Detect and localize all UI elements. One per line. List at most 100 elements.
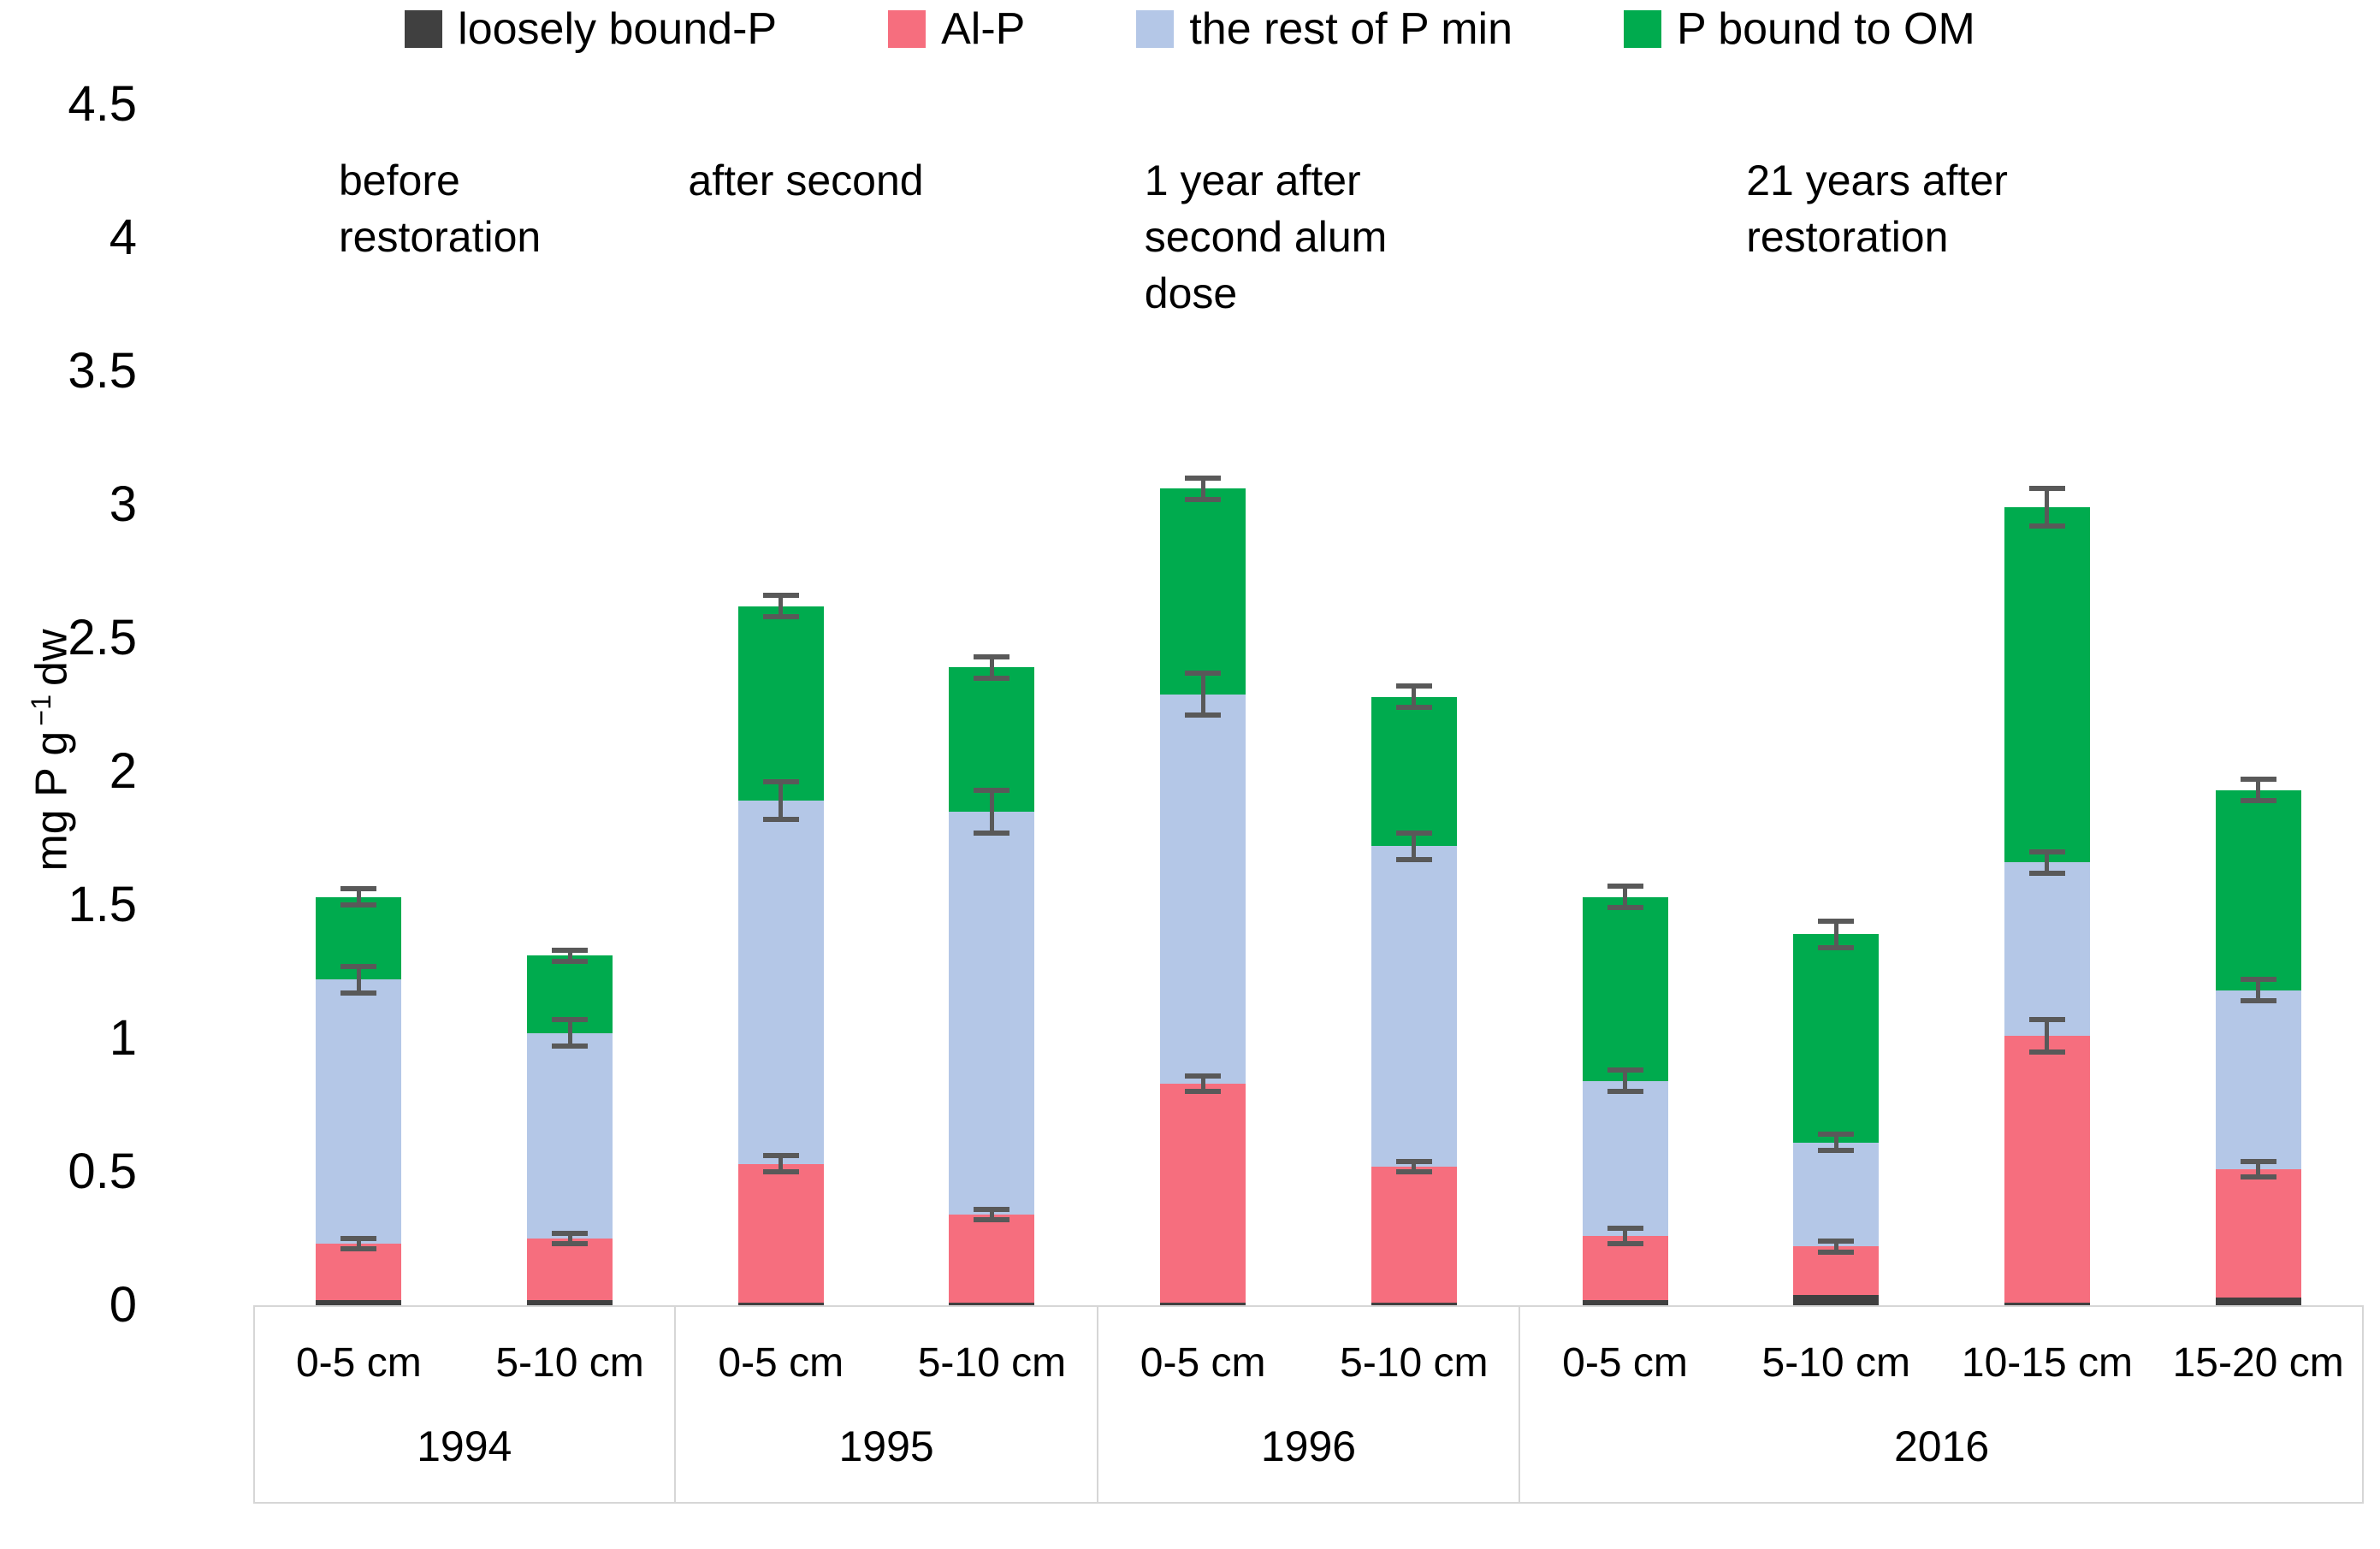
error-bar-cap bbox=[2028, 848, 2065, 854]
error-bar bbox=[1412, 1161, 1417, 1172]
error-bar bbox=[2256, 979, 2261, 1002]
x-axis-depth-label: 0-5 cm bbox=[295, 1340, 422, 1386]
error-bar-cap bbox=[340, 902, 377, 908]
error-bar-cap bbox=[552, 1241, 589, 1247]
x-axis-year-label: 1996 bbox=[1260, 1422, 1357, 1470]
bar-segment bbox=[1582, 1080, 1668, 1236]
error-bar-cap bbox=[1395, 1169, 1432, 1174]
x-axis-year-label: 1994 bbox=[417, 1422, 512, 1470]
legend-item: the rest of P min bbox=[1136, 7, 1513, 51]
bar-segment bbox=[527, 1032, 613, 1239]
y-tick-label: 4.5 bbox=[68, 76, 137, 132]
error-bar-cap bbox=[2028, 870, 2065, 876]
legend-label: P bound to OM bbox=[1677, 4, 1975, 54]
error-bar-cap bbox=[340, 1236, 377, 1241]
bar-segment bbox=[1582, 1299, 1668, 1305]
error-bar bbox=[2256, 779, 2261, 801]
error-bar-cap bbox=[974, 1206, 1010, 1212]
group-annotation: before restoration bbox=[339, 157, 542, 261]
bar-segment bbox=[1371, 1166, 1457, 1303]
bar-segment bbox=[2215, 1168, 2301, 1298]
error-bar bbox=[779, 595, 784, 618]
error-bar-cap bbox=[552, 1230, 589, 1236]
error-bar bbox=[1200, 477, 1205, 500]
error-bar-cap bbox=[1185, 1073, 1222, 1079]
error-bar-cap bbox=[1818, 944, 1855, 950]
error-bar-cap bbox=[552, 1017, 589, 1023]
bar-segment bbox=[949, 667, 1035, 812]
bar-segment bbox=[2004, 862, 2090, 1036]
bar-segment bbox=[1160, 694, 1246, 1085]
bar-segment bbox=[2215, 1297, 2301, 1305]
error-bar-cap bbox=[1818, 1239, 1855, 1245]
error-bar-cap bbox=[1607, 1089, 1643, 1095]
error-bar-cap bbox=[762, 593, 799, 599]
legend-swatch-icon bbox=[1136, 10, 1175, 48]
bar-segment bbox=[1793, 934, 1880, 1143]
category-axis-box bbox=[253, 1305, 2364, 1504]
error-bar-cap bbox=[1395, 683, 1432, 689]
group-separator bbox=[1519, 1305, 1521, 1504]
bar-segment bbox=[949, 1302, 1035, 1305]
error-bar-cap bbox=[2028, 523, 2065, 529]
bar-segment bbox=[1160, 1302, 1246, 1305]
x-axis-depth-label: 15-20 cm bbox=[2172, 1340, 2344, 1386]
bar-segment bbox=[949, 1214, 1035, 1303]
y-tick-label: 2 bbox=[109, 743, 137, 799]
x-axis-depth-label: 10-15 cm bbox=[1961, 1340, 2133, 1386]
y-tick-label: 3 bbox=[109, 476, 137, 532]
bar-segment bbox=[2215, 990, 2301, 1169]
error-bar-cap bbox=[552, 958, 589, 964]
bar-segment bbox=[527, 1239, 613, 1300]
y-tick-label: 4 bbox=[109, 210, 137, 265]
error-bar-cap bbox=[2240, 977, 2276, 983]
error-bar-cap bbox=[2240, 798, 2276, 804]
x-axis-year-label: 1995 bbox=[838, 1422, 934, 1470]
error-bar bbox=[1412, 832, 1417, 860]
bar-segment bbox=[1793, 1246, 1880, 1295]
bar-segment bbox=[316, 1299, 402, 1305]
group-separator bbox=[674, 1305, 677, 1504]
bar-segment bbox=[1582, 896, 1668, 1081]
error-bar-cap bbox=[1607, 1241, 1643, 1247]
error-bar bbox=[567, 1020, 572, 1047]
legend-label: loosely bound-P bbox=[458, 4, 778, 54]
legend-swatch-icon bbox=[1624, 10, 1661, 48]
y-tick-label: 0 bbox=[109, 1277, 137, 1333]
bar-segment bbox=[737, 801, 824, 1164]
bar-segment bbox=[316, 1244, 402, 1300]
error-bar-cap bbox=[1818, 1148, 1855, 1154]
error-bar-cap bbox=[2028, 1049, 2065, 1055]
legend-item: P bound to OM bbox=[1624, 7, 1975, 51]
bar-segment bbox=[2215, 789, 2301, 990]
error-bar bbox=[2045, 488, 2050, 526]
bar-segment bbox=[2004, 507, 2090, 863]
bar-segment bbox=[737, 606, 824, 801]
error-bar bbox=[2256, 1161, 2261, 1178]
group-annotation: 21 years after restoration bbox=[1746, 157, 2008, 261]
group-separator bbox=[1096, 1305, 1098, 1504]
bar-segment bbox=[1371, 696, 1457, 847]
error-bar-cap bbox=[1185, 1089, 1222, 1095]
error-bar-cap bbox=[1607, 1067, 1643, 1073]
legend-item: loosely bound-P bbox=[405, 7, 777, 51]
error-bar-cap bbox=[2240, 777, 2276, 783]
error-bar-cap bbox=[552, 948, 589, 954]
error-bar-cap bbox=[552, 1044, 589, 1049]
bar-segment bbox=[2004, 1302, 2090, 1305]
error-bar bbox=[989, 1209, 994, 1221]
error-bar bbox=[1412, 686, 1417, 708]
x-axis-year-label: 2016 bbox=[1893, 1422, 1990, 1470]
bar-segment bbox=[1371, 1302, 1457, 1305]
error-bar bbox=[1623, 886, 1628, 908]
x-axis-depth-label: 0-5 cm bbox=[1562, 1340, 1688, 1386]
error-bar bbox=[567, 950, 572, 961]
error-bar-cap bbox=[762, 1169, 799, 1174]
error-bar-cap bbox=[1607, 905, 1643, 911]
error-bar-cap bbox=[1185, 496, 1222, 502]
error-bar-cap bbox=[1818, 1249, 1855, 1255]
y-tick-label: 1 bbox=[109, 1010, 137, 1066]
error-bar bbox=[989, 789, 994, 833]
group-annotation: after second bbox=[688, 157, 924, 204]
